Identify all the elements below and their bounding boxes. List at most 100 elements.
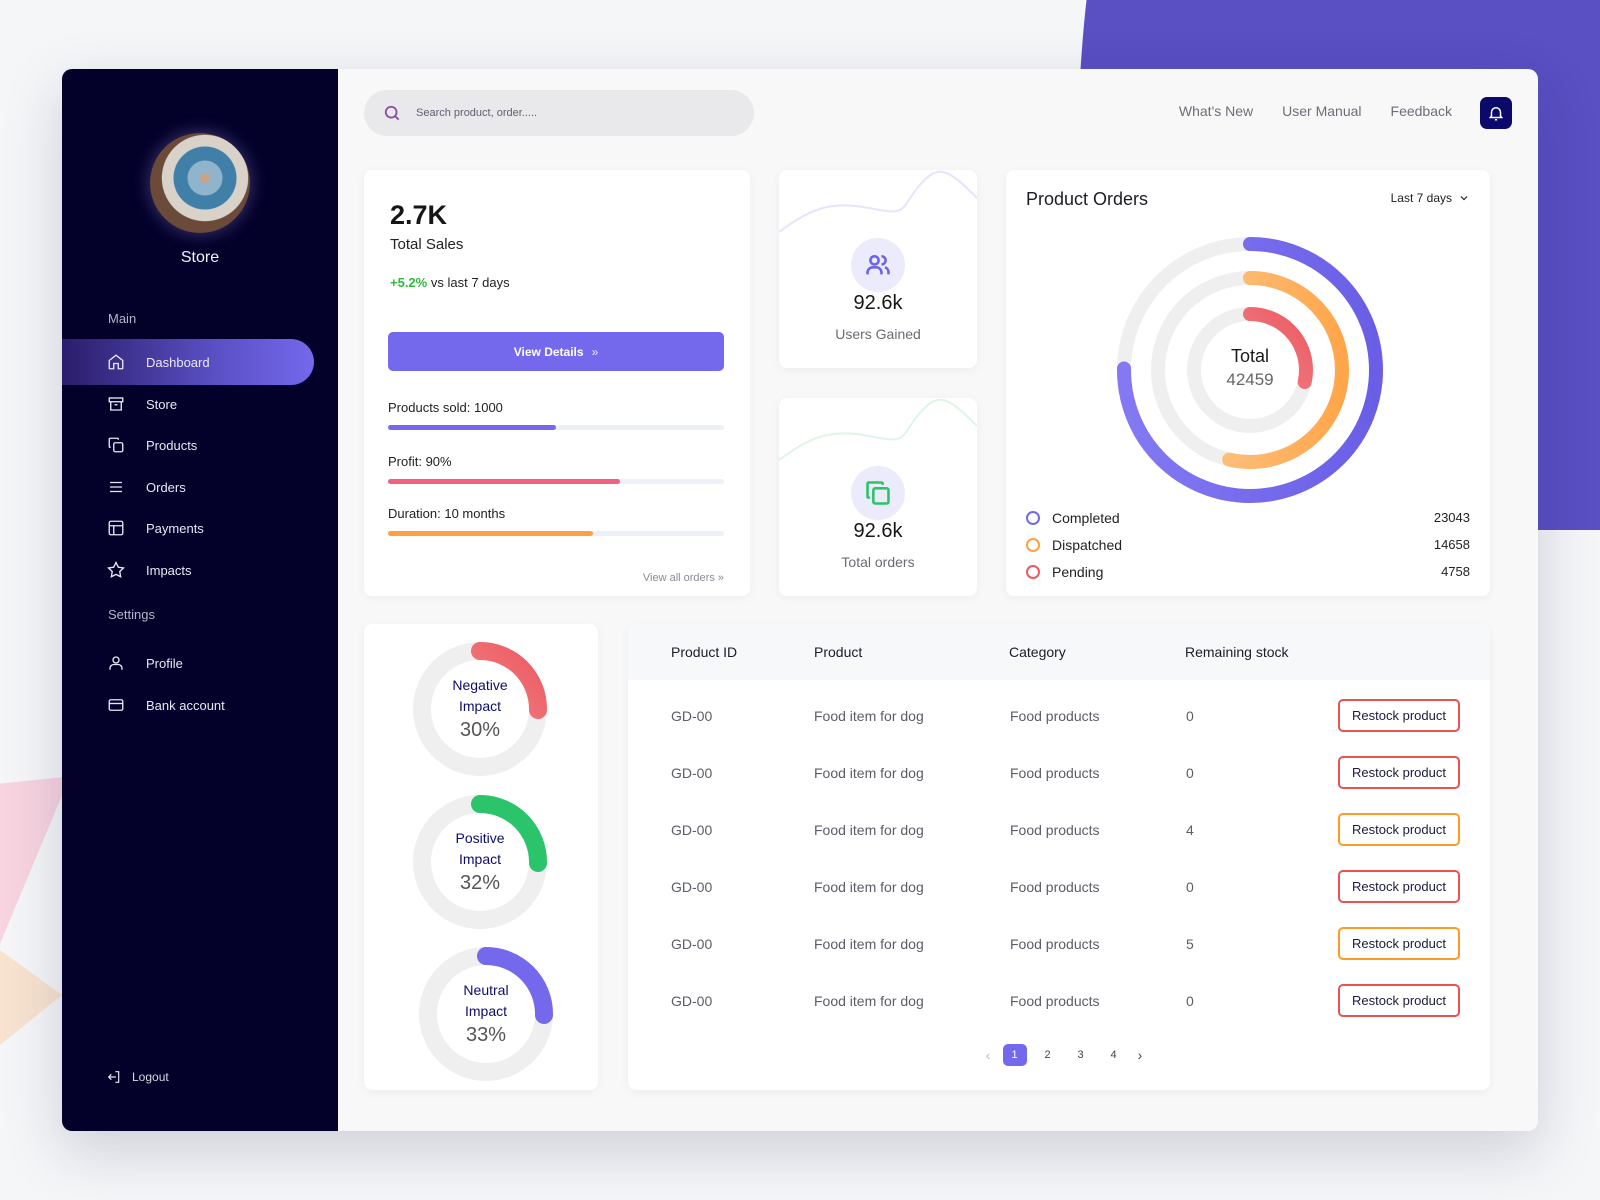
legend-dot	[1026, 510, 1040, 525]
cell-product-id: GD-00	[671, 708, 713, 724]
total-orders-caption: Total orders	[841, 554, 915, 570]
page-3-button[interactable]: 3	[1077, 1049, 1084, 1061]
page-1-button[interactable]: 1	[998, 1044, 1031, 1066]
sidebar-item-orders[interactable]: Orders	[62, 464, 314, 510]
total-orders-value: 92.6k	[853, 520, 903, 542]
chart-center-total: 42459	[1226, 370, 1274, 389]
total-sales-label: Total Sales	[390, 236, 464, 253]
header-product-id: Product ID	[671, 644, 738, 660]
users-icon	[866, 254, 890, 275]
orders-radial-chart: Total 42459	[1114, 234, 1386, 506]
restock-button[interactable]: Restock product	[1338, 927, 1460, 960]
logout-button[interactable]: Logout	[106, 1069, 169, 1085]
sidebar-item-products[interactable]: Products	[62, 422, 314, 468]
metric-label: Products sold: 1000	[388, 400, 503, 415]
progress-fill	[388, 531, 593, 536]
date-range-dropdown[interactable]: Last 7 days	[1391, 191, 1470, 205]
legend-value: 23043	[1433, 510, 1470, 525]
page-4-button[interactable]: 4	[1110, 1049, 1117, 1061]
sidebar-item-label: Dashboard	[146, 354, 210, 370]
header-links: What's New User Manual Feedback	[1179, 103, 1452, 119]
sidebar-item-profile[interactable]: Profile	[62, 640, 314, 686]
notifications-button[interactable]	[1480, 97, 1512, 129]
layout-icon	[106, 518, 126, 538]
progress-fill	[388, 479, 620, 484]
sidebar-item-store[interactable]: Store	[62, 381, 314, 427]
product-orders-card: Product Orders Last 7 days	[1006, 170, 1490, 596]
sidebar-item-impacts[interactable]: Impacts	[62, 547, 314, 593]
section-label-settings: Settings	[108, 607, 155, 622]
restock-button[interactable]: Restock product	[1338, 984, 1460, 1017]
sparkline	[779, 170, 977, 233]
sidebar-item-label: Orders	[146, 479, 186, 495]
menu-icon	[106, 477, 126, 497]
table-header: Product ID Product Category Remaining st…	[628, 624, 1490, 680]
sidebar-item-label: Products	[146, 437, 198, 453]
view-details-button[interactable]: View Details »	[388, 332, 724, 371]
link-whats-new[interactable]: What's New	[1178, 103, 1254, 119]
cell-product: Food item for dog	[814, 765, 924, 781]
background-shape-peach	[0, 950, 62, 1045]
cell-product: Food item for dog	[814, 993, 924, 1009]
sidebar-item-payments[interactable]: Payments	[62, 505, 314, 551]
restock-button[interactable]: Restock product	[1338, 813, 1460, 846]
restock-button[interactable]: Restock product	[1338, 870, 1460, 903]
store-avatar[interactable]	[150, 133, 250, 233]
app-window: Store Main Dashboard Store Products Orde…	[62, 69, 1538, 1131]
cell-category: Food products	[1010, 879, 1100, 895]
progress-fill	[388, 425, 556, 430]
date-range-label: Last 7 days	[1390, 191, 1452, 205]
view-all-orders-link[interactable]: View all orders »	[642, 572, 724, 584]
negative-impact-gauge: Negative Impact 30%	[410, 639, 550, 779]
gauge-ring	[419, 947, 553, 1081]
cell-product: Food item for dog	[814, 708, 924, 724]
cell-category: Food products	[1010, 936, 1100, 952]
legend-label: Pending	[1052, 563, 1104, 580]
restock-button[interactable]: Restock product	[1338, 699, 1460, 732]
users-gained-value: 92.6k	[853, 292, 903, 314]
cell-product: Food item for dog	[814, 822, 924, 838]
header-product: Product	[814, 644, 863, 660]
next-page-button[interactable]: ›	[1137, 1047, 1143, 1063]
progress-track	[388, 531, 724, 536]
sidebar: Store Main Dashboard Store Products Orde…	[62, 69, 338, 1131]
sidebar-item-dashboard[interactable]: Dashboard	[62, 339, 314, 385]
product-orders-title: Product Orders	[1026, 189, 1149, 209]
search-icon	[384, 105, 400, 121]
home-icon	[106, 352, 126, 372]
search-input[interactable]	[416, 107, 716, 119]
restock-button[interactable]: Restock product	[1338, 756, 1460, 789]
page-2-button[interactable]: 2	[1044, 1049, 1051, 1061]
legend-value: 4758	[1441, 564, 1470, 579]
cell-product-id: GD-00	[671, 822, 713, 838]
archive-icon	[106, 394, 126, 414]
store-name: Store	[180, 249, 220, 266]
sidebar-item-bank-account[interactable]: Bank account	[62, 682, 314, 728]
view-details-label: View Details	[513, 344, 584, 359]
credit-card-icon	[106, 695, 126, 715]
prev-page-button[interactable]: ‹	[985, 1047, 991, 1063]
link-user-manual[interactable]: User Manual	[1282, 103, 1362, 119]
header-category: Category	[1009, 644, 1066, 660]
metric-products-sold: Products sold: 1000	[388, 400, 724, 430]
metric-label: Profit: 90%	[388, 454, 452, 469]
gauge-label: Neutral Impact	[463, 982, 509, 1019]
sidebar-item-label: Payments	[146, 520, 204, 536]
chevron-down-icon	[1460, 196, 1468, 201]
progress-track	[388, 479, 724, 484]
search-bar[interactable]	[364, 90, 754, 136]
gauge-ring	[413, 795, 547, 929]
legend-dot	[1026, 537, 1040, 552]
legend-dispatched: Dispatched 14658	[1026, 531, 1470, 558]
cell-product-id: GD-00	[671, 879, 713, 895]
logout-icon	[107, 1071, 120, 1083]
gauge-percent: 32%	[459, 872, 501, 894]
table-row: GD-00 Food item for dog Food products 0 …	[628, 688, 1490, 745]
sidebar-item-label: Bank account	[146, 697, 225, 713]
gauge-label: Positive Impact	[455, 830, 505, 867]
impact-card: Negative Impact 30% Positive Impact 32% Ne…	[364, 624, 598, 1090]
link-feedback[interactable]: Feedback	[1390, 103, 1452, 119]
metric-profit: Profit: 90%	[388, 454, 724, 484]
user-icon	[106, 653, 126, 673]
metric-label: Duration: 10 months	[388, 506, 506, 521]
